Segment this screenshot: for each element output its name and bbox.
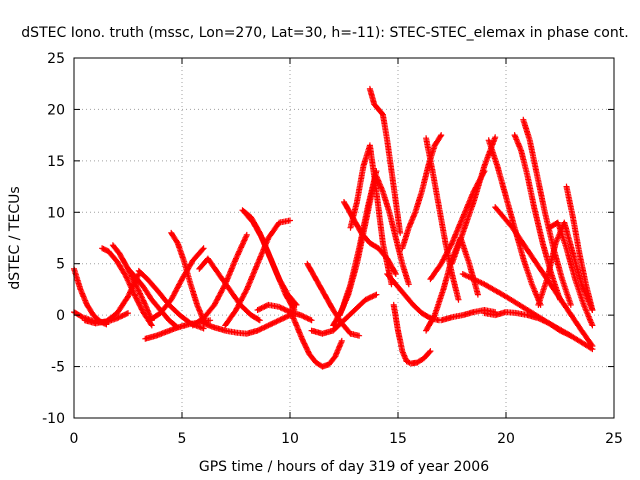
data-series bbox=[366, 85, 404, 236]
data-series bbox=[492, 204, 596, 349]
data-series bbox=[563, 183, 596, 313]
y-tick-labels: -10 -5 0 5 10 15 20 25 bbox=[42, 51, 65, 427]
y-tick-label: -5 bbox=[51, 360, 65, 376]
data-series bbox=[520, 116, 574, 308]
y-tick-label: 15 bbox=[47, 154, 65, 170]
chart-title: dSTEC Iono. truth (mssc, Lon=270, Lat=30… bbox=[21, 25, 628, 41]
series-points bbox=[222, 217, 293, 329]
data-series bbox=[189, 231, 250, 329]
data-series bbox=[390, 301, 434, 367]
series-points bbox=[200, 312, 293, 337]
ticks bbox=[73, 57, 615, 419]
x-tick-label: 15 bbox=[389, 431, 407, 447]
y-tick-label: 10 bbox=[47, 205, 65, 221]
data-series bbox=[146, 245, 207, 324]
x-tick-label: 5 bbox=[178, 431, 187, 447]
y-tick-label: -10 bbox=[42, 411, 65, 427]
series-points bbox=[427, 168, 488, 283]
series-points bbox=[373, 173, 412, 288]
series-points bbox=[520, 116, 574, 308]
series-points bbox=[336, 178, 378, 319]
series-points bbox=[366, 85, 404, 236]
x-tick-label: 0 bbox=[70, 431, 79, 447]
y-tick-label: 25 bbox=[47, 51, 65, 67]
x-tick-label: 25 bbox=[605, 431, 623, 447]
x-tick-label: 20 bbox=[497, 431, 515, 447]
series-points bbox=[241, 209, 300, 308]
data-series bbox=[222, 217, 293, 329]
data-series bbox=[347, 142, 395, 288]
series-points bbox=[390, 301, 434, 367]
y-tick-label: 5 bbox=[56, 257, 65, 273]
data-series bbox=[546, 219, 596, 329]
plot-frame bbox=[73, 57, 615, 419]
series-points bbox=[546, 219, 596, 329]
series-points bbox=[347, 142, 395, 288]
x-tick-label: 10 bbox=[281, 431, 299, 447]
data-series bbox=[438, 307, 499, 324]
data-series bbox=[287, 307, 345, 370]
y-tick-label: 0 bbox=[56, 308, 65, 324]
series-points bbox=[459, 271, 596, 353]
series-points bbox=[563, 183, 596, 313]
series-points bbox=[308, 291, 380, 337]
data-series bbox=[196, 255, 263, 324]
data-series bbox=[308, 291, 380, 337]
data-series bbox=[241, 209, 300, 308]
y-tick-label: 20 bbox=[47, 102, 65, 118]
x-tick-labels: 0 5 10 15 20 25 bbox=[70, 431, 623, 447]
series-points bbox=[492, 204, 596, 349]
series-points bbox=[196, 255, 263, 324]
series-points bbox=[189, 231, 250, 329]
data-series bbox=[373, 173, 412, 288]
data-series bbox=[459, 271, 596, 353]
data-series bbox=[336, 178, 378, 319]
data-series bbox=[427, 168, 488, 283]
series-points bbox=[287, 307, 345, 370]
series-points bbox=[438, 307, 499, 324]
series-points bbox=[146, 245, 207, 324]
series-layer bbox=[71, 85, 596, 370]
x-axis-label: GPS time / hours of day 319 of year 2006 bbox=[199, 459, 489, 475]
data-series bbox=[200, 312, 293, 337]
y-axis-label: dSTEC / TECUs bbox=[7, 186, 23, 289]
